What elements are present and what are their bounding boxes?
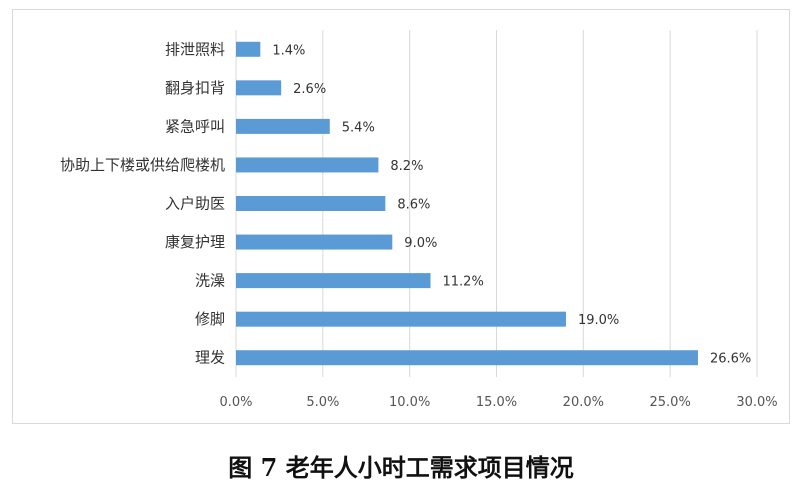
- data-label: 1.4%: [272, 43, 305, 58]
- bar: [236, 311, 566, 327]
- category-label: 紧急呼叫: [165, 117, 225, 135]
- bar: [236, 273, 431, 289]
- bar: [236, 118, 330, 134]
- data-label: 8.6%: [397, 198, 430, 213]
- labels: 0.0% 5.0% 10.0% 15.0% 20.0% 25.0% 30.0% 排泄照料 1.4…: [60, 40, 778, 410]
- bar: [236, 196, 386, 211]
- category-label: 理发: [195, 349, 225, 367]
- bars: [236, 41, 698, 366]
- data-label: 19.0%: [578, 313, 619, 328]
- data-label: 26.6%: [710, 352, 751, 367]
- bar: [236, 41, 261, 57]
- x-tick-label: 30.0%: [736, 395, 777, 410]
- data-label: 9.0%: [404, 236, 437, 251]
- x-tick-label: 10.0%: [389, 395, 430, 410]
- data-label: 5.4%: [342, 120, 375, 135]
- category-label: 入户助医: [165, 195, 225, 213]
- data-label: 8.2%: [390, 159, 423, 174]
- category-label: 修脚: [195, 310, 225, 328]
- category-label: 协助上下楼或供给爬楼机: [60, 156, 225, 174]
- category-label: 洗澡: [195, 272, 225, 290]
- x-tick-label: 5.0%: [306, 395, 339, 410]
- category-label: 排泄照料: [165, 40, 225, 58]
- data-label: 2.6%: [293, 82, 326, 97]
- bar: [236, 80, 282, 96]
- bar: [236, 350, 698, 366]
- x-tick-label: 20.0%: [563, 395, 604, 410]
- data-label: 11.2%: [443, 275, 484, 290]
- category-label: 翻身扣背: [165, 79, 225, 97]
- figure-caption: 图 7 老年人小时工需求项目情况: [228, 453, 574, 482]
- bar: [236, 234, 393, 250]
- bar: [236, 157, 379, 173]
- x-tick-label: 25.0%: [650, 395, 691, 410]
- x-tick-label: 0.0%: [219, 395, 252, 410]
- bar-chart: 0.0% 5.0% 10.0% 15.0% 20.0% 25.0% 30.0% 排泄照料 1.4…: [60, 30, 778, 410]
- x-tick-label: 15.0%: [476, 395, 517, 410]
- category-label: 康复护理: [165, 233, 225, 251]
